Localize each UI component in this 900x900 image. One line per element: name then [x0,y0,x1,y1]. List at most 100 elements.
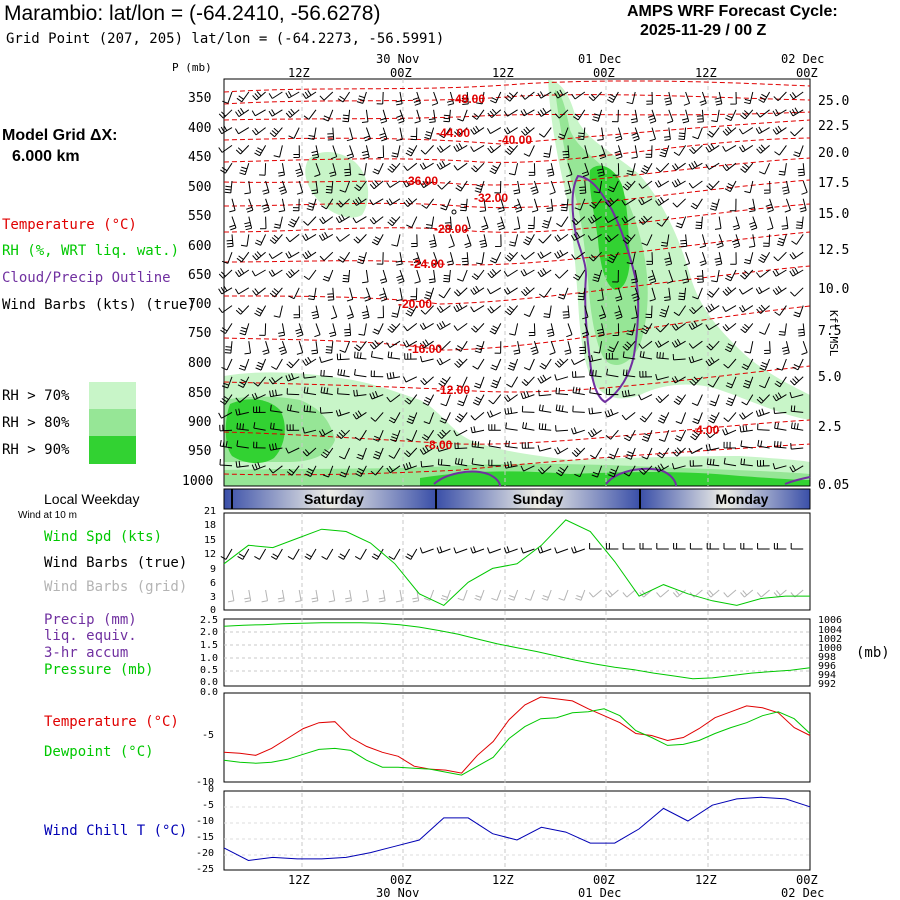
wind-barb [649,287,656,302]
wind-barb [412,91,421,106]
wind-barb [773,589,787,598]
wind-barb [522,422,535,431]
wind-barb [330,145,338,160]
dewpoint-label: Dewpoint (°C) [44,744,154,760]
wind-barb [546,163,555,177]
wind-barb [311,305,320,320]
wind-barb [537,546,552,554]
wind-barb [388,447,401,459]
wind-barb [370,465,384,476]
wind-barb [356,447,367,460]
rh-80-label: RH > 80% [2,415,70,431]
wind-barb [296,341,304,355]
wind-barbs-true-label: Wind Barbs (true) [44,555,188,571]
wind-barb [224,180,233,194]
wind-barb [546,198,554,212]
wind-barb [598,305,607,320]
wind-barb [218,411,233,419]
wind-barb [362,589,369,603]
wind-barb [470,546,485,554]
wind-barb [541,216,552,229]
wind-barb [226,234,234,248]
wind-barb [496,216,505,231]
wind-barb [387,216,401,227]
wind-barb [554,89,569,99]
wind-barb [219,458,233,467]
wind-barb [379,287,388,302]
wind-barb [658,430,670,442]
wind-barb [683,252,691,266]
wind-barb [689,543,703,550]
top-date-01dec: 01 Dec [578,52,622,66]
legend-rh: RH (%, WRT liq. wat.) [2,243,180,259]
wind-barb [354,351,367,360]
wind-barb [656,447,670,459]
wind-barb [405,305,418,317]
wind-barb [490,91,502,104]
wind-barb [395,91,403,106]
wind-ytick: 12 [204,549,217,560]
wind-barb [757,439,770,449]
wind-barb [302,372,317,379]
precip-ytick: 2.0 [200,627,219,638]
wind-barb [402,340,418,348]
wind-barb [772,109,787,117]
wind-barb [623,465,636,477]
wind-barb [537,465,552,475]
bottom-hour-label: 12Z [695,873,717,887]
rh-80-swatch [89,409,136,436]
wind-barb [577,287,586,301]
wind-barb [790,127,804,137]
wind-barb [229,198,236,213]
wind-barb [582,305,589,320]
wind-barb [689,305,703,315]
wind-barb [444,216,452,230]
wind-barb [338,548,351,560]
wind-barb [269,389,283,398]
wind-barb [436,321,451,330]
wind-barb [369,216,384,225]
wind-barb [724,180,737,193]
cloud-outline [433,470,501,487]
wind-barb [457,589,468,601]
isotherm-label: -32.00 [474,191,508,205]
wind-barb [622,589,636,598]
wind-barb [325,341,334,354]
wind-barb [470,144,485,153]
pressure-tick: 1006 [818,615,843,626]
wind-barb [487,268,502,279]
wind-barb [789,251,804,260]
wind-barb [318,232,334,241]
precip-ytick: 1.5 [200,640,219,651]
wind-barb [370,412,384,422]
wind-barb [235,394,250,403]
isotherm-label: -48.00 [451,92,485,106]
wind-barb [706,287,720,298]
wind-barb [421,198,435,209]
wind-barb [251,462,266,471]
wind-barb [756,109,770,118]
windchill-ytick: -5 [202,800,215,811]
wind-barb [690,429,703,441]
wind-barb [488,424,501,431]
wind-speed-label: Wind Spd (kts) [44,529,163,545]
wind-barb [428,269,436,284]
wind-barb [587,233,602,242]
wind-barb [781,341,790,355]
wind-barb [236,251,250,263]
wind-barb [403,197,418,207]
wind-barb [436,445,451,452]
wind-barb [740,109,754,120]
wind-barb [520,465,535,472]
wind-barb [622,369,636,378]
wind-barb [778,163,787,176]
wind-barb [268,91,283,99]
wind-barb [692,412,703,425]
wind-barb [387,162,401,173]
wind-barb [471,162,485,173]
wind-barb [218,125,233,135]
wind-barb [755,286,770,295]
wind-barb [488,459,501,467]
wind-barb [337,91,351,103]
wind-barb [437,429,451,439]
